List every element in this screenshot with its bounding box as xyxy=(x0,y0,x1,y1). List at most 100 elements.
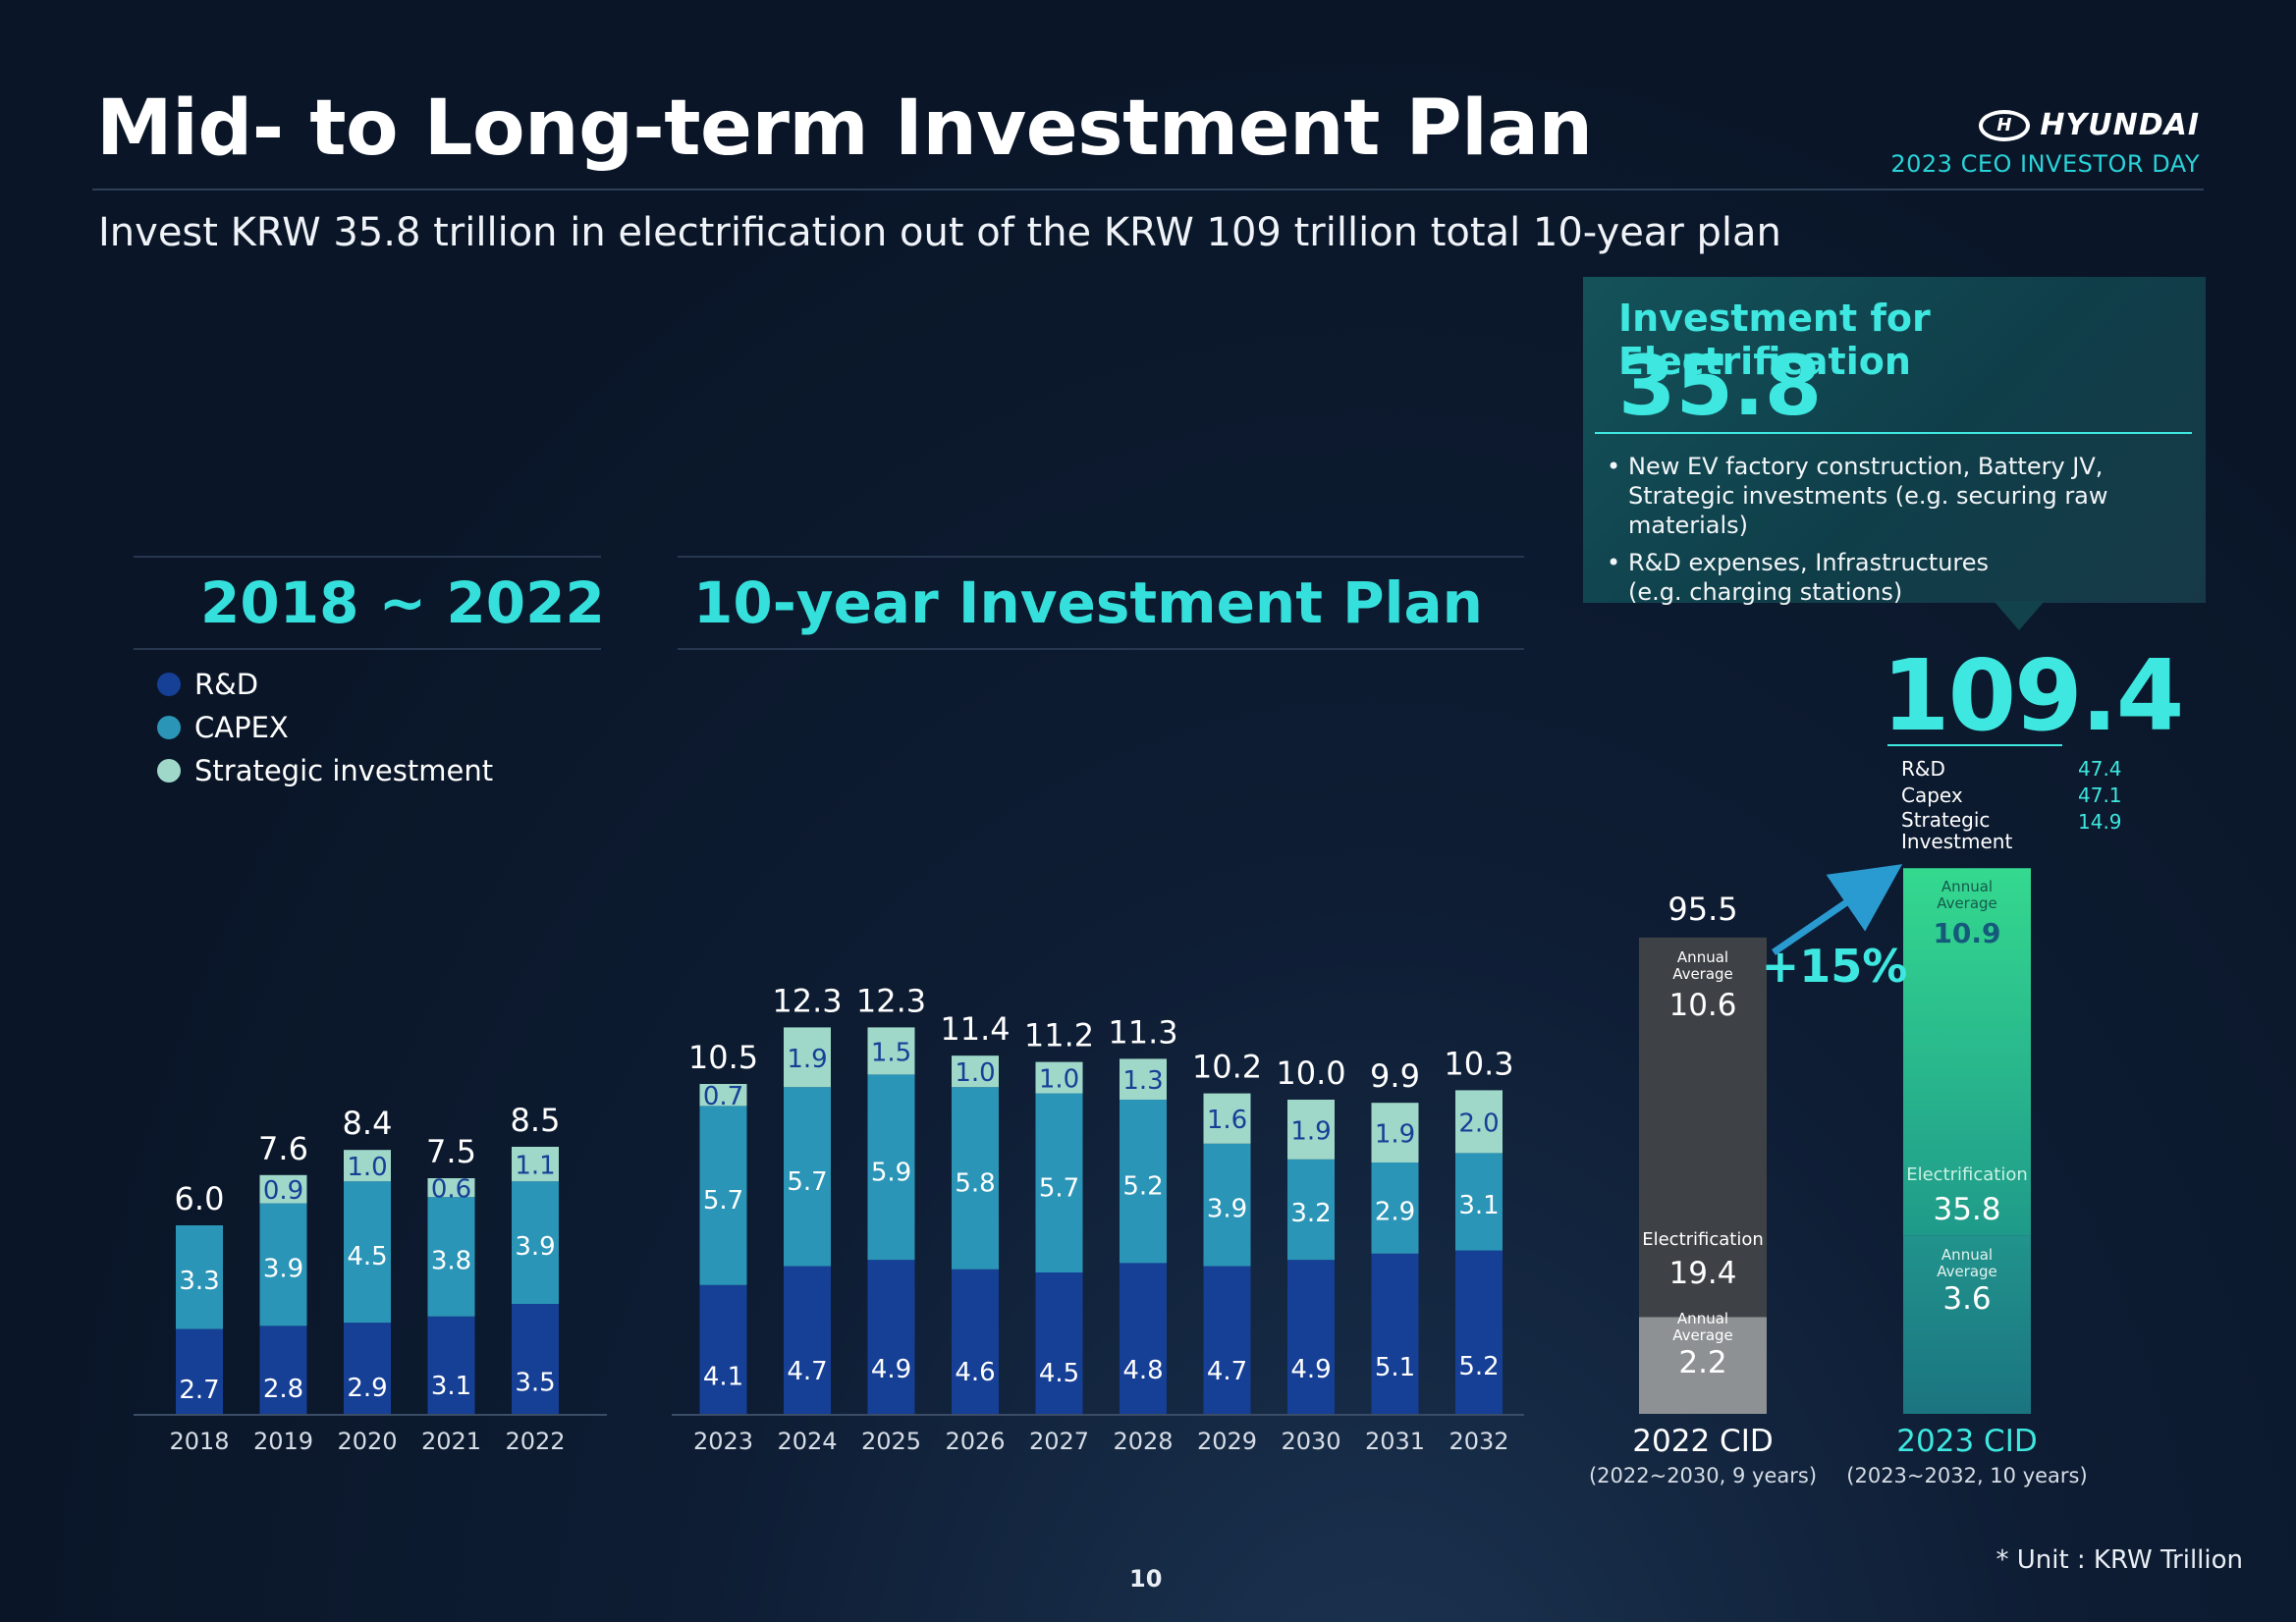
page-number: 10 xyxy=(1129,1565,1163,1593)
past-data-label: 0.9 xyxy=(263,1176,303,1206)
plan-data-label: 1.3 xyxy=(1122,1066,1163,1096)
plan-data-label: 4.7 xyxy=(1207,1357,1247,1386)
past-data-label: 2.8 xyxy=(263,1375,303,1404)
plan-data-label: 5.2 xyxy=(1122,1172,1163,1202)
past-bar-capex-2020 xyxy=(344,1181,391,1324)
plan-bar-strategic-investment-2026 xyxy=(952,1055,999,1088)
plan-bar-strategic-investment-2029 xyxy=(1203,1093,1251,1144)
cid2023-electrification-value: 35.8 xyxy=(1933,1192,2000,1227)
plan-bar-capex-2031 xyxy=(1371,1162,1419,1254)
cid2023-elec-average-caption: Average xyxy=(1937,1263,1997,1280)
electrification-callout: Investment for Electrification 35.8 New … xyxy=(1583,277,2206,606)
cid2023-category-label: 2023 CID xyxy=(1896,1424,2037,1459)
callout-pointer xyxy=(1994,601,2045,630)
title-divider xyxy=(92,189,2204,190)
plan-x-tick-label: 2030 xyxy=(1281,1428,1340,1455)
plan-total-label: 11.4 xyxy=(940,1010,1010,1048)
legend-label: Strategic investment xyxy=(194,754,494,787)
plan-x-tick-label: 2023 xyxy=(693,1428,753,1455)
plan-data-label: 4.8 xyxy=(1122,1356,1163,1385)
callout-bullet-line: (e.g. charging stations) xyxy=(1628,578,1903,606)
past-total-label: 7.6 xyxy=(258,1130,308,1167)
plan-bar-r-d-2027 xyxy=(1035,1272,1083,1414)
past-x-tick-label: 2021 xyxy=(421,1428,481,1455)
past-bar-strategic-investment-2022 xyxy=(512,1147,559,1182)
plan-bar-strategic-investment-2028 xyxy=(1120,1058,1167,1100)
plan-bar-r-d-2024 xyxy=(784,1266,831,1414)
past-bar-strategic-investment-2021 xyxy=(427,1178,475,1198)
legend-swatch xyxy=(157,759,181,783)
plan-section-title: 10-year Investment Plan xyxy=(693,569,1483,636)
plan-bar-r-d-2029 xyxy=(1203,1266,1251,1414)
cid2023-electrification-caption: Electrification xyxy=(1906,1164,2028,1185)
plan-x-tick-label: 2028 xyxy=(1113,1428,1173,1455)
past-data-label: 3.1 xyxy=(431,1372,471,1401)
legend-swatch xyxy=(157,716,181,739)
cid2023-category-note: (2023~2032, 10 years) xyxy=(1846,1464,2087,1487)
plan-total-label: 10.0 xyxy=(1276,1054,1345,1092)
legend-item-rnd: R&D xyxy=(157,668,493,701)
cid2022-category-label: 2022 CID xyxy=(1632,1424,1773,1459)
plan-data-label: 4.9 xyxy=(1290,1355,1331,1384)
plan-data-label: 5.2 xyxy=(1458,1352,1499,1381)
plan-bar-r-d-2032 xyxy=(1455,1250,1503,1414)
plan-bar-capex-2025 xyxy=(867,1074,915,1261)
plan-bar-capex-2027 xyxy=(1035,1093,1083,1272)
cid2022-category-note: (2022~2030, 9 years) xyxy=(1589,1464,1817,1487)
plan-data-label: 5.7 xyxy=(703,1186,743,1216)
plan-section-rule-top xyxy=(678,556,1524,558)
plan-bar-r-d-2031 xyxy=(1371,1253,1419,1414)
past-total-label: 7.5 xyxy=(426,1133,476,1170)
plan-data-label: 3.9 xyxy=(1207,1195,1247,1224)
cid2023-annual-average-caption: Annual xyxy=(1941,878,1993,895)
past-data-label: 1.0 xyxy=(347,1153,387,1182)
hyundai-logo: H HYUNDAI xyxy=(1890,108,2200,142)
plan-data-label: 4.9 xyxy=(871,1355,911,1384)
breakdown-row: Capex 47.1 xyxy=(1901,783,2122,809)
past-bar-capex-2021 xyxy=(427,1197,475,1317)
growth-label: +15% xyxy=(1762,940,1908,993)
plan-total-label: 10.2 xyxy=(1192,1049,1262,1086)
callout-bullets: New EV factory construction, Battery JV,… xyxy=(1603,452,2206,615)
plan-total-label: 11.2 xyxy=(1024,1017,1094,1054)
past-data-label: 3.9 xyxy=(263,1254,303,1283)
past-bar-r-d-2020 xyxy=(344,1323,391,1414)
breakdown-value: 47.4 xyxy=(2078,757,2122,781)
cid2023-annual-average-caption: Average xyxy=(1937,894,1997,912)
breakdown-value: 47.1 xyxy=(2078,784,2122,807)
callout-divider xyxy=(1595,432,2192,434)
plan-total-label: 10.3 xyxy=(1444,1045,1513,1082)
plan-data-label: 5.7 xyxy=(787,1167,827,1197)
plan-bar-strategic-investment-2030 xyxy=(1287,1100,1335,1160)
callout-value: 35.8 xyxy=(1618,338,1823,434)
cid2023-elec-average-caption: Annual xyxy=(1941,1246,1993,1264)
plan-bar-capex-2030 xyxy=(1287,1159,1335,1261)
past-data-label: 3.5 xyxy=(515,1368,555,1397)
callout-bullet-line: R&D expenses, Infrastructures xyxy=(1628,549,1990,576)
plan-total-rule xyxy=(1887,744,2062,746)
past-x-tick-label: 2022 xyxy=(505,1428,565,1455)
plan-bar-r-d-2026 xyxy=(952,1269,999,1414)
legend-swatch xyxy=(157,673,181,696)
legend-item-capex: CAPEX xyxy=(157,711,493,744)
past-data-label: 0.6 xyxy=(431,1175,471,1205)
past-total-label: 8.5 xyxy=(511,1102,561,1139)
brand-subtitle: 2023 CEO INVESTOR DAY xyxy=(1890,150,2200,178)
past-total-label: 6.0 xyxy=(175,1180,225,1217)
past-bar-capex-2019 xyxy=(259,1203,307,1326)
callout-bullet: New EV factory construction, Battery JV,… xyxy=(1603,452,2206,540)
plan-data-label: 1.9 xyxy=(1290,1116,1331,1146)
plan-data-label: 5.1 xyxy=(1375,1353,1415,1382)
past-section-rule-bottom xyxy=(134,648,601,650)
plan-bar-strategic-investment-2025 xyxy=(867,1027,915,1075)
cid2022-annual-average-caption: Annual xyxy=(1677,948,1728,966)
growth-arrow xyxy=(1772,864,1903,955)
breakdown-row: Strategic Investment 14.9 xyxy=(1901,809,2122,852)
plan-bar-r-d-2023 xyxy=(699,1284,747,1414)
plan-data-label: 3.2 xyxy=(1290,1199,1331,1228)
plan-bar-strategic-investment-2023 xyxy=(699,1084,747,1107)
cid2022-annual-average-value: 10.6 xyxy=(1668,988,1736,1023)
past-section-rule-top xyxy=(134,556,601,558)
cid2023-bar-other xyxy=(1903,868,2031,1236)
breakdown-label: Capex xyxy=(1901,784,1963,807)
